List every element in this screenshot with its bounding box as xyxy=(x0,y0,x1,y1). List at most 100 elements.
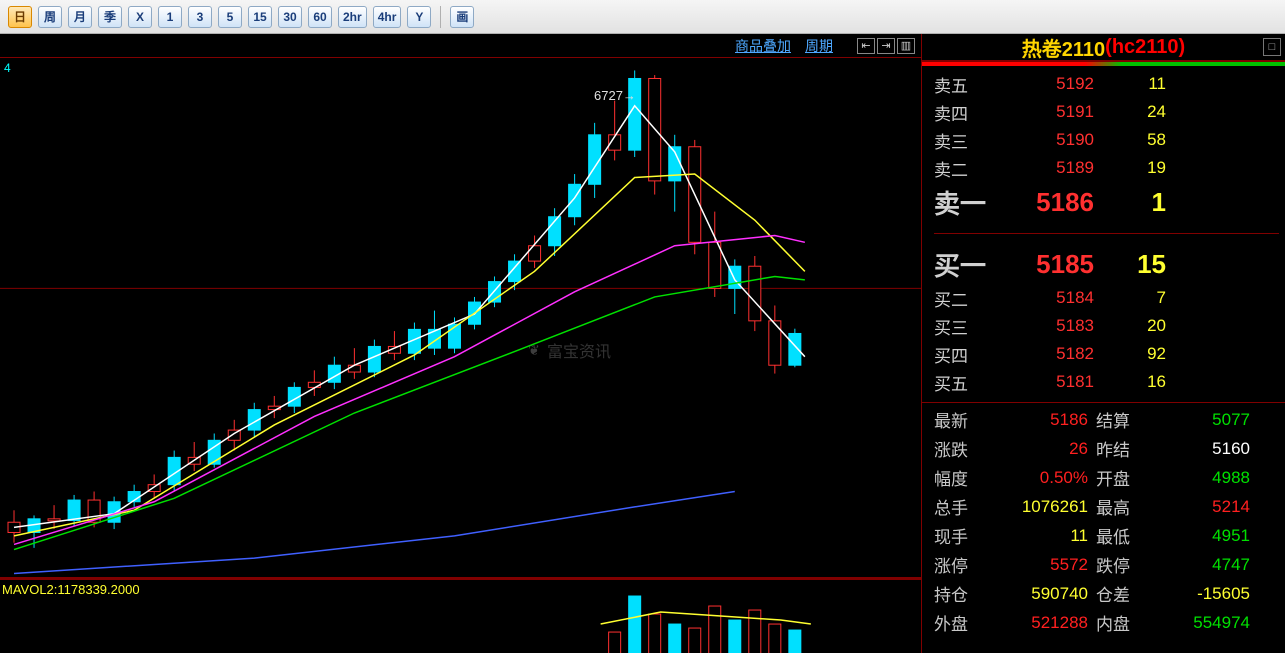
ob-price: 5189 xyxy=(994,158,1094,178)
stat-value: 1076261 xyxy=(984,497,1096,517)
volume-chart[interactable]: MAVOL2:1178339.2000 xyxy=(0,579,921,653)
stat-value: 0.50% xyxy=(984,468,1096,488)
stat-label: 开盘 xyxy=(1096,465,1146,490)
ob-price: 5190 xyxy=(994,130,1094,150)
stat-value: 5572 xyxy=(984,555,1096,575)
ob-label: 买四 xyxy=(934,342,994,367)
period-button-1[interactable]: 1 xyxy=(158,6,182,28)
stat-row: 总手1076261最高5214 xyxy=(934,492,1279,521)
candlestick-chart[interactable]: 4 6727→ ❦ 富宝资讯 xyxy=(0,58,921,579)
ob-price: 5184 xyxy=(994,288,1094,308)
ob-price: 5183 xyxy=(994,316,1094,336)
chart-nav-icons: ⇤ ⇥ ▥ xyxy=(857,38,915,54)
period-button-X[interactable]: X xyxy=(128,6,152,28)
period-button-Y[interactable]: Y xyxy=(407,6,431,28)
stat-label: 最新 xyxy=(934,407,984,432)
stat-value: 4951 xyxy=(1146,526,1258,546)
stat-label: 昨结 xyxy=(1096,436,1146,461)
ob-qty: 58 xyxy=(1094,130,1174,150)
overlay-link[interactable]: 商品叠加 xyxy=(735,36,791,56)
draw-button[interactable]: 画 xyxy=(450,6,474,28)
orderbook-row: 卖一51861 xyxy=(934,182,1279,222)
stat-row: 幅度0.50%开盘4988 xyxy=(934,463,1279,492)
stat-value: 4747 xyxy=(1146,555,1258,575)
period-button-60[interactable]: 60 xyxy=(308,6,332,28)
ob-qty: 92 xyxy=(1094,344,1174,364)
stat-label: 最高 xyxy=(1096,494,1146,519)
ob-label: 卖一 xyxy=(934,184,994,221)
stat-label: 总手 xyxy=(934,494,984,519)
orderbook-row: 买五518116 xyxy=(934,368,1279,396)
stat-label: 外盘 xyxy=(934,610,984,635)
ob-label: 卖五 xyxy=(934,72,994,97)
ob-price: 5191 xyxy=(994,102,1094,122)
stat-value: 590740 xyxy=(984,584,1096,604)
stat-value: 521288 xyxy=(984,613,1096,633)
chart-header: 商品叠加 周期 ⇤ ⇥ ▥ xyxy=(0,34,921,58)
stat-row: 涨跌26昨结5160 xyxy=(934,434,1279,463)
period-button-2hr[interactable]: 2hr xyxy=(338,6,367,28)
ob-label: 买五 xyxy=(934,370,994,395)
toolbar-separator xyxy=(440,6,441,28)
volume-indicator-label: MAVOL2:1178339.2000 xyxy=(2,582,140,597)
ob-qty: 11 xyxy=(1094,74,1174,94)
period-button-15[interactable]: 15 xyxy=(248,6,272,28)
orderbook: 卖五519211卖四519124卖三519058卖二518919卖一51861买… xyxy=(922,66,1285,403)
instrument-title: 热卷2110 (hc2110) □ xyxy=(922,34,1285,62)
period-button-日[interactable]: 日 xyxy=(8,6,32,28)
orderbook-row: 买四518292 xyxy=(934,340,1279,368)
period-button-4hr[interactable]: 4hr xyxy=(373,6,402,28)
stat-value: 554974 xyxy=(1146,613,1258,633)
nav-prev-icon[interactable]: ⇤ xyxy=(857,38,875,54)
period-toolbar: 日周月季X135 15 30 60 2hr 4hrY画 xyxy=(0,0,1285,34)
orderbook-row: 卖三519058 xyxy=(934,126,1279,154)
workspace: 商品叠加 周期 ⇤ ⇥ ▥ 4 6727→ ❦ 富宝资讯 MAVOL2:1178… xyxy=(0,34,1285,653)
stat-value: 11 xyxy=(984,526,1096,546)
ob-label: 买二 xyxy=(934,286,994,311)
period-link[interactable]: 周期 xyxy=(805,36,833,56)
ob-qty: 16 xyxy=(1094,372,1174,392)
stat-value: 26 xyxy=(984,439,1096,459)
ob-price: 5182 xyxy=(994,344,1094,364)
stat-label: 幅度 xyxy=(934,465,984,490)
stat-label: 现手 xyxy=(934,523,984,548)
period-button-季[interactable]: 季 xyxy=(98,6,122,28)
stat-row: 涨停5572跌停4747 xyxy=(934,550,1279,579)
ob-qty: 7 xyxy=(1094,288,1174,308)
orderbook-row: 卖四519124 xyxy=(934,98,1279,126)
stat-row: 现手11最低4951 xyxy=(934,521,1279,550)
orderbook-divider xyxy=(934,222,1279,234)
stat-label: 涨停 xyxy=(934,552,984,577)
stat-label: 跌停 xyxy=(1096,552,1146,577)
quote-stats: 最新5186结算5077涨跌26昨结5160幅度0.50%开盘4988总手107… xyxy=(922,403,1285,639)
period-button-30[interactable]: 30 xyxy=(278,6,302,28)
watermark: ❦ 富宝资讯 xyxy=(525,338,611,362)
stat-label: 内盘 xyxy=(1096,610,1146,635)
stat-value: -15605 xyxy=(1146,584,1258,604)
ob-label: 买三 xyxy=(934,314,994,339)
period-button-5[interactable]: 5 xyxy=(218,6,242,28)
stat-row: 持仓590740仓差-15605 xyxy=(934,579,1279,608)
ob-price: 5186 xyxy=(994,187,1094,218)
period-button-月[interactable]: 月 xyxy=(68,6,92,28)
ob-qty: 20 xyxy=(1094,316,1174,336)
stat-value: 5214 xyxy=(1146,497,1258,517)
orderbook-row: 买二51847 xyxy=(934,284,1279,312)
nav-next-icon[interactable]: ⇥ xyxy=(877,38,895,54)
ob-price: 5181 xyxy=(994,372,1094,392)
stat-label: 最低 xyxy=(1096,523,1146,548)
stat-row: 最新5186结算5077 xyxy=(934,405,1279,434)
maximize-icon[interactable]: □ xyxy=(1263,38,1281,56)
ob-qty: 15 xyxy=(1094,249,1174,280)
period-button-3[interactable]: 3 xyxy=(188,6,212,28)
watermark-logo-icon: ❦ xyxy=(525,341,543,359)
ob-qty: 24 xyxy=(1094,102,1174,122)
nav-layout-icon[interactable]: ▥ xyxy=(897,38,915,54)
period-button-周[interactable]: 周 xyxy=(38,6,62,28)
stat-value: 5186 xyxy=(984,410,1096,430)
orderbook-row: 卖二518919 xyxy=(934,154,1279,182)
orderbook-row: 买一518515 xyxy=(934,244,1279,284)
instrument-code: (hc2110) xyxy=(1105,36,1185,59)
instrument-name: 热卷2110 xyxy=(1022,33,1105,62)
ob-label: 买一 xyxy=(934,246,994,283)
